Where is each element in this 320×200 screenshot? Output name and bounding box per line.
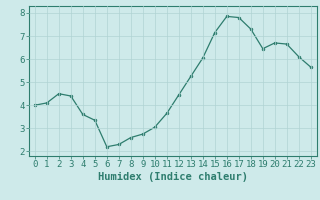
- X-axis label: Humidex (Indice chaleur): Humidex (Indice chaleur): [98, 172, 248, 182]
